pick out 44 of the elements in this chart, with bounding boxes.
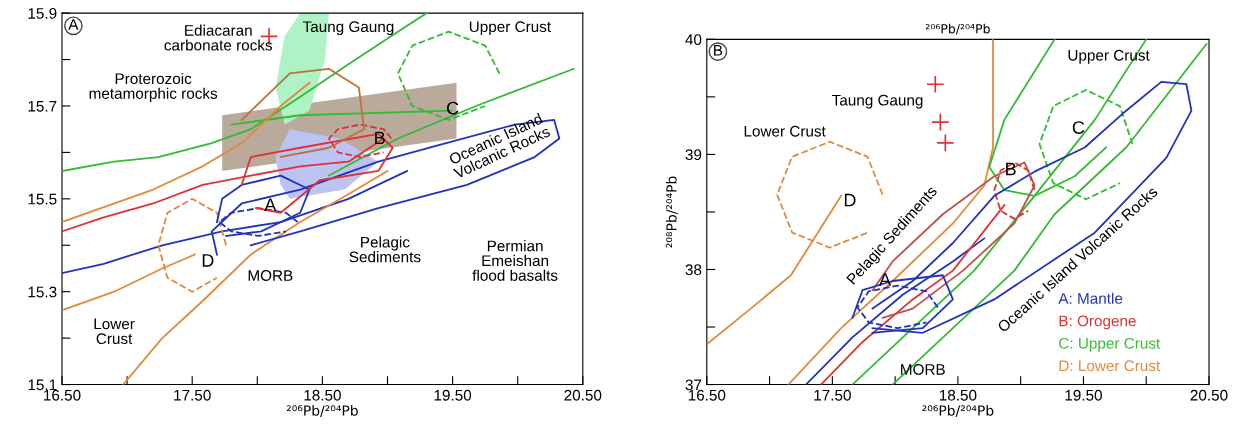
text: B: Orogene [1059,315,1136,330]
annotation: Proterozoic metamorphic rocks [89,72,218,102]
x-axis-title: ²⁰⁶Pb/²⁰⁴Pb [286,405,358,417]
x-tick-label: 17.50 [814,389,851,401]
y-tick-label: 15.5 [28,193,57,205]
x-tick-label: 16.50 [44,389,81,401]
chart-title: B [714,45,723,56]
annotation: C [447,101,459,115]
annotation: Ediacaran carbonate rocks [164,24,273,51]
y-tick-label: 15.9 [28,7,57,19]
y-tick-label: 39 [685,149,702,161]
annotation: A [264,198,277,211]
y-tick-label: 15.1 [28,379,57,391]
y-axis-title: ²⁰⁸Pb/²⁰⁴Pb [665,176,678,248]
annotation: D [202,254,214,267]
annotation: Taung Gaung [302,21,394,36]
chart-title: A [68,19,79,30]
x2-axis-title: ²⁰⁶Pb/²⁰⁴Pb [925,23,990,35]
annotation: Lower Crust [744,125,826,137]
x-axis-title: ²⁰⁶Pb/²⁰⁴Pb [922,405,994,417]
annotation: C [1072,121,1085,134]
annotation: Permian Emeishan flood basalts [472,240,558,281]
y-tick-label: 15.7 [28,101,57,112]
x-tick-label: 18.50 [304,389,341,401]
text: C: Upper Crust [1059,337,1161,352]
x-tick-label: 20.50 [1190,389,1228,401]
text: A: Mantle [1058,292,1123,304]
text: D: Lower Crust [1059,360,1161,372]
annotation: Upper Crust [469,21,551,36]
x-tick-label: 17.50 [174,389,211,401]
y-tick-label: 37 [685,379,702,391]
y-tick-label: 15.3 [28,286,57,298]
y-tick-label: 38 [685,264,702,276]
x-tick-label: 18.50 [939,389,977,401]
x-tick-label: 19.50 [1065,389,1102,401]
annotation: Lower Crust [94,318,135,345]
annotation: MORB [248,270,293,281]
annotation: Pelagic Sediments [349,236,421,263]
x-tick-label: 19.50 [434,389,472,401]
annotation: D [844,193,856,207]
annotation: Taung Gaung [832,94,923,109]
x-tick-label: 20.50 [564,389,602,401]
x-tick-label: 16.50 [688,389,726,401]
y-tick-label: 40 [685,34,702,46]
